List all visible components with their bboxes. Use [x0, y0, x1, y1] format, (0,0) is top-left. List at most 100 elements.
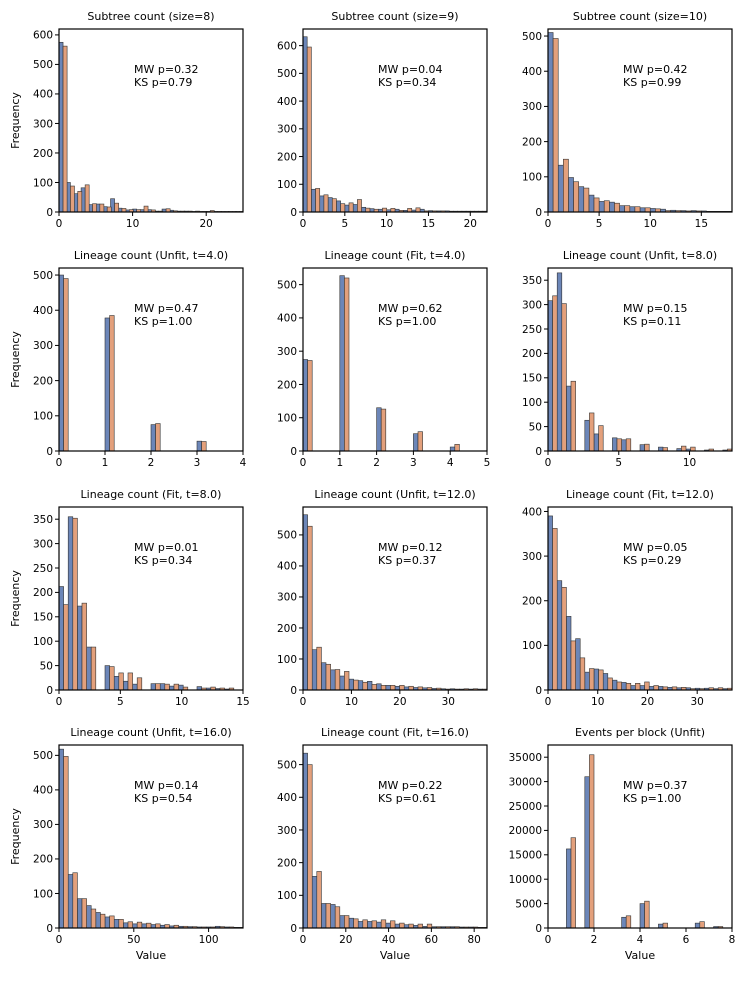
bar-series-b: [106, 206, 112, 212]
bar-series-a: [321, 662, 327, 690]
bar-series-b: [408, 685, 414, 690]
bar-series-a: [303, 36, 308, 212]
y-tick-label: 600: [277, 40, 297, 52]
x-tick-label: 0: [56, 218, 63, 230]
bar-series-b: [81, 602, 87, 690]
x-tick-label: 20: [393, 696, 406, 708]
x-tick-label: 40: [382, 934, 395, 946]
bar-series-b: [100, 913, 106, 928]
y-tick-label: 100: [33, 888, 53, 900]
bar-series-a: [339, 915, 345, 928]
y-tick-label: 50: [529, 421, 542, 433]
bar-series-a: [609, 201, 615, 212]
y-tick-label: 300: [277, 825, 297, 837]
ks-pvalue: KS p=1.00: [134, 315, 192, 328]
bar-series-b: [81, 898, 87, 928]
y-tick-label: 300: [522, 551, 542, 563]
ks-pvalue: KS p=0.79: [134, 76, 192, 89]
bar-series-a: [602, 673, 609, 690]
bar-series-b: [315, 188, 321, 212]
x-tick-label: 0: [300, 696, 307, 708]
bar-series-a: [104, 916, 110, 928]
bar-series-a: [339, 275, 345, 451]
x-tick-label: 3: [194, 457, 201, 469]
y-tick-label: 350: [33, 514, 53, 526]
bar-series-b: [589, 754, 595, 928]
ks-pvalue: KS p=0.29: [623, 554, 681, 567]
mw-pvalue: MW p=0.14: [134, 779, 199, 792]
y-tick-label: 100: [277, 179, 297, 191]
y-tick-label: 30000: [509, 776, 542, 788]
bar-series-a: [150, 683, 156, 690]
x-tick-label: 5: [596, 218, 603, 230]
x-tick-label: 20: [641, 696, 654, 708]
bar-series-b: [325, 903, 331, 928]
bar-series-b: [109, 315, 115, 451]
bar-series-b: [655, 208, 661, 212]
bar-series-b: [306, 46, 312, 212]
x-tick-label: 10: [126, 218, 139, 230]
bar-series-b: [90, 646, 97, 690]
bar-series-b: [90, 908, 97, 928]
y-tick-label: 500: [522, 31, 542, 43]
bar-series-a: [132, 923, 138, 928]
bar-series-b: [316, 646, 322, 690]
bars: [59, 274, 253, 451]
y-tick-label: 200: [277, 623, 297, 635]
bar-series-b: [248, 447, 253, 451]
y-tick-label: 100: [33, 636, 53, 648]
bar-series-a: [178, 684, 184, 690]
bar-series-a: [556, 272, 563, 451]
x-tick-label: 5: [117, 696, 124, 708]
y-tick-label: 400: [522, 506, 542, 518]
y-tick-label: 200: [277, 857, 297, 869]
bar-series-b: [209, 210, 215, 212]
bar-series-b: [624, 205, 631, 212]
bar-series-b: [155, 923, 161, 928]
subplot-3: 0 100 200 300 400 500 0 5 10 15 Subtree count (siz…: [522, 10, 733, 230]
y-tick-label: 300: [277, 346, 297, 358]
bar-series-b: [72, 872, 78, 928]
bar-series-b: [614, 202, 620, 212]
bar-series-a: [385, 685, 391, 690]
bar-series-b: [63, 278, 69, 451]
y-tick-label: 300: [33, 340, 53, 352]
bar-series-a: [67, 874, 74, 928]
bar-series-a: [385, 922, 391, 928]
bar-series-a: [694, 922, 701, 928]
bar-series-b: [334, 669, 341, 690]
bar-series-b: [210, 686, 216, 690]
bar-series-b: [362, 681, 368, 690]
bar-series-b: [552, 528, 558, 690]
x-tick-label: 10: [380, 218, 393, 230]
bar-series-b: [454, 444, 460, 451]
y-tick-label: 0: [46, 685, 53, 697]
bar-series-b: [84, 184, 90, 212]
bar-series-b: [598, 425, 604, 451]
y-tick-label: 200: [522, 348, 542, 360]
bar-series-a: [566, 385, 572, 451]
subplot-8: 0 100 200 300 400 500 0 10 20 30 Lineage count (Un…: [277, 488, 488, 708]
bar-series-b: [182, 925, 189, 928]
bar-series-b: [136, 921, 143, 928]
x-axis-label: Value: [625, 949, 655, 962]
bar-series-a: [339, 675, 345, 690]
bar-series-a: [59, 274, 64, 451]
subplot-title: Subtree count (size=9): [331, 10, 458, 23]
y-tick-label: 400: [277, 561, 297, 573]
subplot-title: Lineage count (Unfit, t=12.0): [314, 488, 475, 501]
bar-series-a: [67, 516, 74, 690]
y-tick-label: 400: [33, 305, 53, 317]
x-tick-label: 10: [644, 218, 657, 230]
bar-series-b: [114, 202, 119, 212]
bars: [566, 754, 724, 928]
bar-series-a: [327, 197, 333, 212]
axes-frame: [547, 267, 733, 452]
bar-series-b: [340, 203, 346, 212]
y-tick-label: 0: [535, 685, 542, 697]
bar-series-a: [348, 917, 354, 928]
ks-pvalue: KS p=0.99: [623, 76, 681, 89]
bar-series-a: [630, 685, 636, 690]
axes-frame: [302, 28, 488, 213]
bar-series-b: [63, 756, 69, 928]
